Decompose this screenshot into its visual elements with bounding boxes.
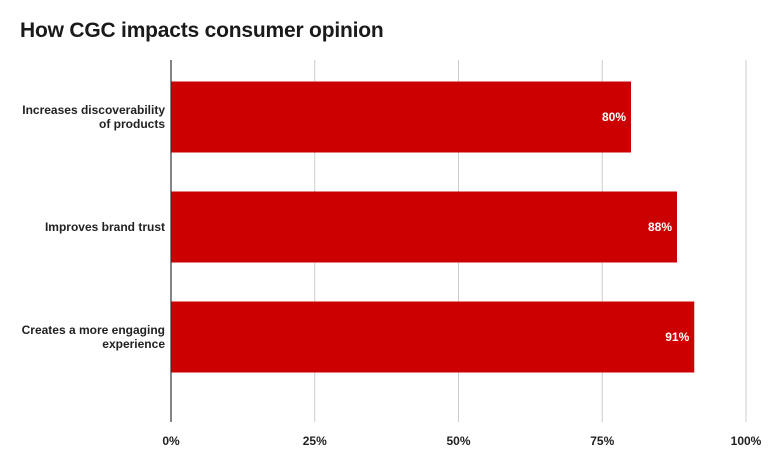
category-label-1: Improves brand trust [45, 220, 165, 234]
chart-title: How CGC impacts consumer opinion [20, 19, 384, 42]
bar-2 [171, 301, 695, 373]
category-label-line: Improves brand trust [45, 220, 165, 234]
category-label-line: of products [99, 117, 165, 131]
category-label-2: Creates a more engaging experience [22, 323, 166, 351]
category-label-line: Increases discoverability [22, 103, 165, 117]
data-label-1: 88% [648, 220, 672, 234]
category-label-0: Increases discoverability of products [22, 103, 165, 131]
data-label-2: 91% [665, 330, 689, 344]
x-tick-label-4: 100% [731, 434, 762, 448]
data-label-0: 80% [602, 110, 626, 124]
x-tick-label-3: 75% [590, 434, 614, 448]
x-tick-label-2: 50% [446, 434, 470, 448]
bar-0 [171, 81, 631, 153]
x-tick-label-0: 0% [162, 434, 180, 448]
bar-1 [171, 191, 677, 263]
x-tick-label-1: 25% [303, 434, 327, 448]
category-label-line: Creates a more engaging [22, 323, 165, 337]
category-label-line: experience [102, 337, 165, 351]
